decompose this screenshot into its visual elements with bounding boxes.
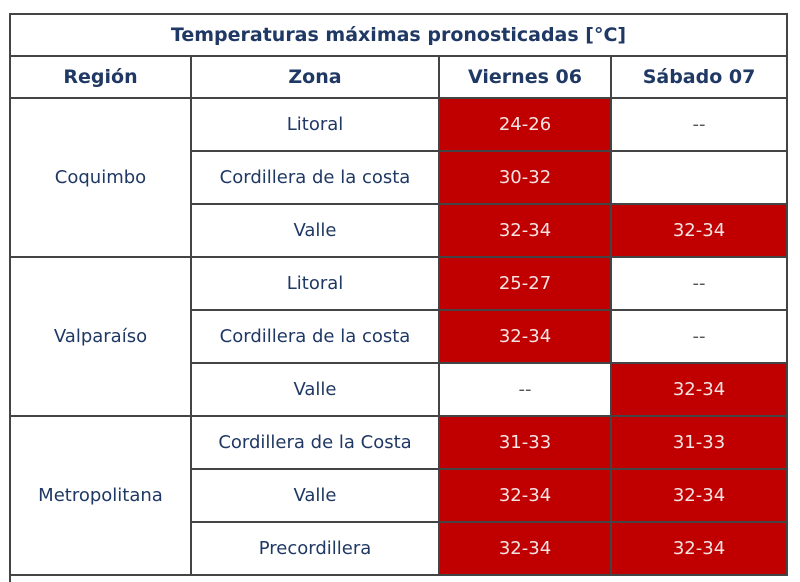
sabado-cell: 31-33 xyxy=(609,415,789,470)
table-row: Cordillera de la costa 30-32 xyxy=(10,150,789,205)
sabado-cell: 32-34 xyxy=(609,203,789,258)
table-row: Valle 32-34 32-34 xyxy=(10,468,789,523)
sabado-cell: -- xyxy=(609,309,789,364)
zona-cell: Litoral xyxy=(190,97,440,152)
temperature-table: Temperaturas máximas pronosticadas [°C] … xyxy=(8,13,789,576)
zona-cell: Valle xyxy=(190,362,440,417)
viernes-cell: 32-34 xyxy=(438,309,612,364)
sabado-cell xyxy=(609,150,789,205)
table-row: Valle -- 32-34 xyxy=(10,362,789,417)
viernes-cell: 31-33 xyxy=(438,415,612,470)
sabado-cell: -- xyxy=(609,97,789,152)
zona-cell: Cordillera de la costa xyxy=(190,150,440,205)
zona-cell: Precordillera xyxy=(190,521,440,576)
table-row: Precordillera 32-34 32-34 xyxy=(10,521,789,576)
region-cell: Coquimbo xyxy=(9,97,192,258)
table-border-continuation xyxy=(9,574,11,582)
table-row: Coquimbo Litoral 24-26 -- xyxy=(9,97,789,258)
zona-cell: Cordillera de la Costa xyxy=(190,415,440,470)
viernes-cell: 32-34 xyxy=(438,203,612,258)
header-zona: Zona xyxy=(190,55,440,99)
zona-cell: Cordillera de la costa xyxy=(190,309,440,364)
viernes-cell: -- xyxy=(438,362,612,417)
viernes-cell: 32-34 xyxy=(438,468,612,523)
viernes-cell: 24-26 xyxy=(438,97,612,152)
zona-cell: Valle xyxy=(190,468,440,523)
region-cell: Valparaíso xyxy=(9,256,192,417)
zona-cell: Litoral xyxy=(190,256,440,311)
table-title: Temperaturas máximas pronosticadas [°C] xyxy=(8,13,789,57)
header-region: Región xyxy=(9,55,192,99)
sabado-cell: 32-34 xyxy=(609,468,789,523)
viernes-cell: 25-27 xyxy=(438,256,612,311)
table-row: Metropolitana Cordillera de la Costa 31-33… xyxy=(9,415,789,576)
region-cell: Metropolitana xyxy=(9,415,192,576)
table-row: Valparaíso Litoral 25-27 -- xyxy=(9,256,789,417)
sabado-cell: 32-34 xyxy=(609,362,789,417)
table-row: Valle 32-34 32-34 xyxy=(10,203,789,258)
header-viernes: Viernes 06 xyxy=(438,55,612,99)
zona-cell: Valle xyxy=(190,203,440,258)
sabado-cell: -- xyxy=(609,256,789,311)
sabado-cell: 32-34 xyxy=(609,521,789,576)
viernes-cell: 32-34 xyxy=(438,521,612,576)
table-row: Cordillera de la costa 32-34 -- xyxy=(10,309,789,364)
viernes-cell: 30-32 xyxy=(438,150,612,205)
header-sabado: Sábado 07 xyxy=(609,55,789,99)
